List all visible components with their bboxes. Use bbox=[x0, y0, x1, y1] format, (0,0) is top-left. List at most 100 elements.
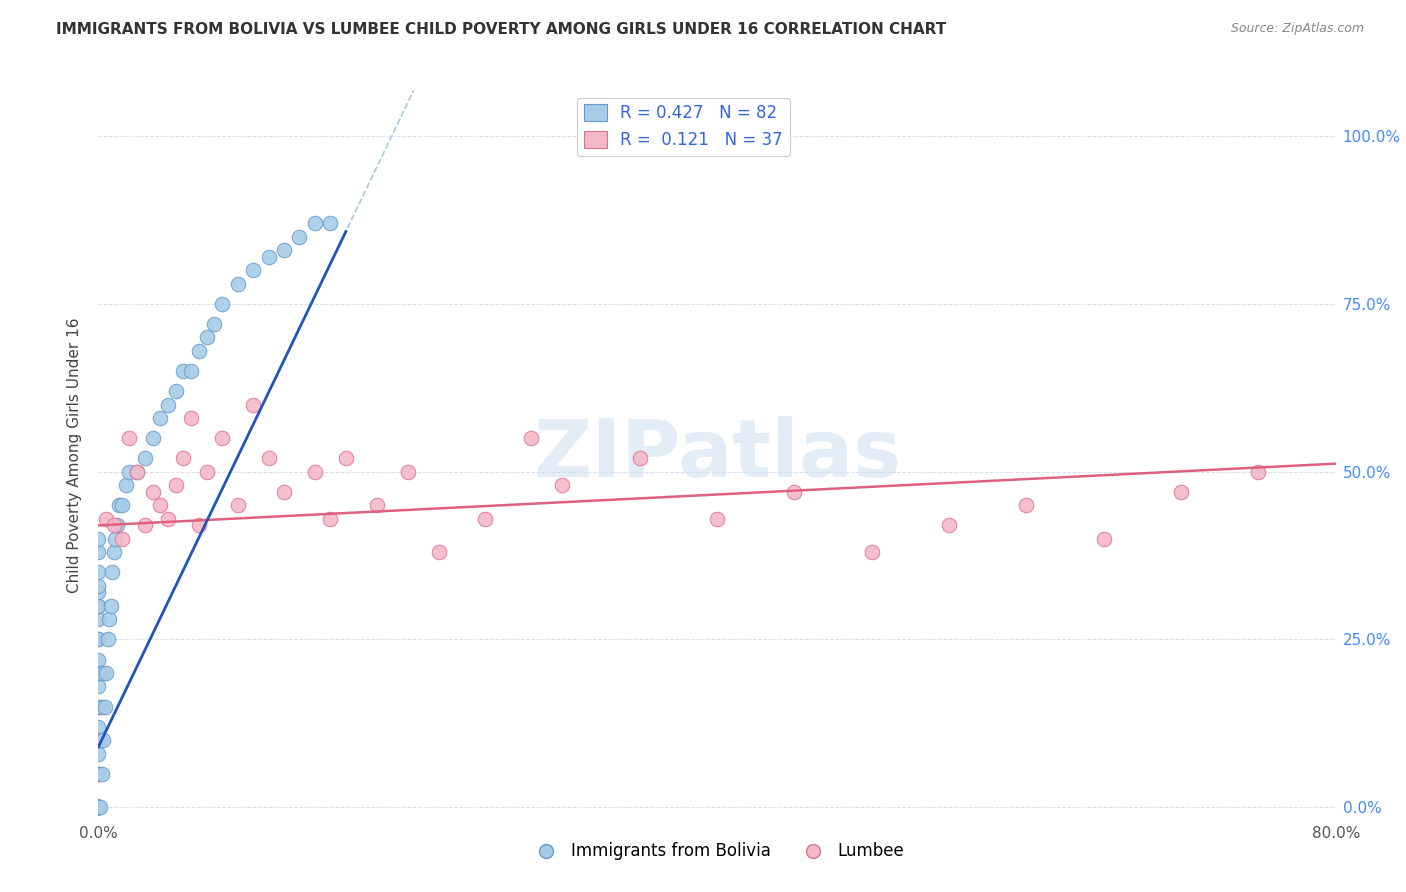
Point bbox=[242, 398, 264, 412]
Point bbox=[87, 652, 110, 666]
Point bbox=[101, 566, 124, 580]
Point bbox=[87, 632, 110, 647]
Point bbox=[157, 398, 180, 412]
Point bbox=[211, 297, 233, 311]
Point bbox=[87, 579, 110, 593]
Point bbox=[91, 665, 114, 680]
Point bbox=[87, 800, 110, 814]
Point bbox=[288, 230, 311, 244]
Point bbox=[142, 431, 165, 445]
Point bbox=[157, 511, 180, 525]
Point bbox=[87, 766, 110, 780]
Point bbox=[87, 800, 110, 814]
Point bbox=[87, 599, 110, 613]
Point bbox=[273, 244, 295, 258]
Point bbox=[165, 478, 187, 492]
Point bbox=[396, 465, 419, 479]
Legend: Immigrants from Bolivia, Lumbee: Immigrants from Bolivia, Lumbee bbox=[523, 836, 911, 867]
Point bbox=[87, 747, 110, 761]
Point bbox=[89, 665, 111, 680]
Point bbox=[180, 364, 202, 378]
Point bbox=[100, 599, 122, 613]
Point bbox=[87, 800, 110, 814]
Point bbox=[87, 800, 110, 814]
Point bbox=[474, 511, 496, 525]
Point bbox=[87, 733, 110, 747]
Point bbox=[87, 665, 110, 680]
Point bbox=[273, 484, 295, 499]
Y-axis label: Child Poverty Among Girls Under 16: Child Poverty Among Girls Under 16 bbox=[67, 318, 83, 592]
Point bbox=[87, 632, 110, 647]
Point bbox=[257, 451, 280, 466]
Point bbox=[87, 680, 110, 694]
Point bbox=[87, 800, 110, 814]
Point bbox=[173, 364, 195, 378]
Point bbox=[87, 566, 110, 580]
Point bbox=[87, 800, 110, 814]
Point bbox=[87, 599, 110, 613]
Point bbox=[188, 518, 211, 533]
Point bbox=[115, 478, 138, 492]
Point bbox=[87, 612, 110, 626]
Point bbox=[938, 518, 960, 533]
Point bbox=[87, 665, 110, 680]
Point bbox=[90, 766, 112, 780]
Point bbox=[87, 800, 110, 814]
Point bbox=[149, 411, 172, 425]
Point bbox=[87, 733, 110, 747]
Text: ZIPatlas: ZIPatlas bbox=[533, 416, 901, 494]
Point bbox=[87, 585, 110, 599]
Point bbox=[211, 431, 233, 445]
Point bbox=[366, 498, 388, 512]
Point bbox=[1247, 465, 1270, 479]
Point bbox=[783, 484, 806, 499]
Point bbox=[97, 632, 120, 647]
Point bbox=[87, 800, 110, 814]
Point bbox=[551, 478, 574, 492]
Point bbox=[180, 411, 202, 425]
Point bbox=[103, 545, 125, 559]
Point bbox=[165, 384, 187, 399]
Point bbox=[127, 465, 149, 479]
Point bbox=[319, 511, 342, 525]
Point bbox=[335, 451, 357, 466]
Point bbox=[195, 465, 218, 479]
Point bbox=[87, 800, 110, 814]
Point bbox=[90, 699, 112, 714]
Text: IMMIGRANTS FROM BOLIVIA VS LUMBEE CHILD POVERTY AMONG GIRLS UNDER 16 CORRELATION: IMMIGRANTS FROM BOLIVIA VS LUMBEE CHILD … bbox=[56, 22, 946, 37]
Point bbox=[89, 733, 111, 747]
Point bbox=[1015, 498, 1038, 512]
Point bbox=[89, 800, 111, 814]
Point bbox=[304, 465, 326, 479]
Point bbox=[127, 465, 149, 479]
Point bbox=[105, 518, 128, 533]
Point bbox=[87, 800, 110, 814]
Point bbox=[87, 766, 110, 780]
Point bbox=[87, 800, 110, 814]
Point bbox=[87, 800, 110, 814]
Point bbox=[87, 800, 110, 814]
Point bbox=[204, 317, 226, 331]
Point bbox=[103, 518, 125, 533]
Point bbox=[188, 343, 211, 358]
Point bbox=[142, 484, 165, 499]
Point bbox=[87, 800, 110, 814]
Point bbox=[118, 431, 141, 445]
Point bbox=[134, 518, 156, 533]
Point bbox=[134, 451, 156, 466]
Point bbox=[242, 263, 264, 277]
Point bbox=[93, 699, 115, 714]
Point bbox=[87, 545, 110, 559]
Text: Source: ZipAtlas.com: Source: ZipAtlas.com bbox=[1230, 22, 1364, 36]
Point bbox=[706, 511, 728, 525]
Point bbox=[87, 800, 110, 814]
Point bbox=[628, 451, 651, 466]
Point bbox=[91, 733, 114, 747]
Point bbox=[1170, 484, 1192, 499]
Point bbox=[149, 498, 172, 512]
Point bbox=[96, 511, 118, 525]
Point bbox=[257, 250, 280, 264]
Point bbox=[87, 800, 110, 814]
Point bbox=[104, 532, 127, 546]
Point bbox=[111, 532, 134, 546]
